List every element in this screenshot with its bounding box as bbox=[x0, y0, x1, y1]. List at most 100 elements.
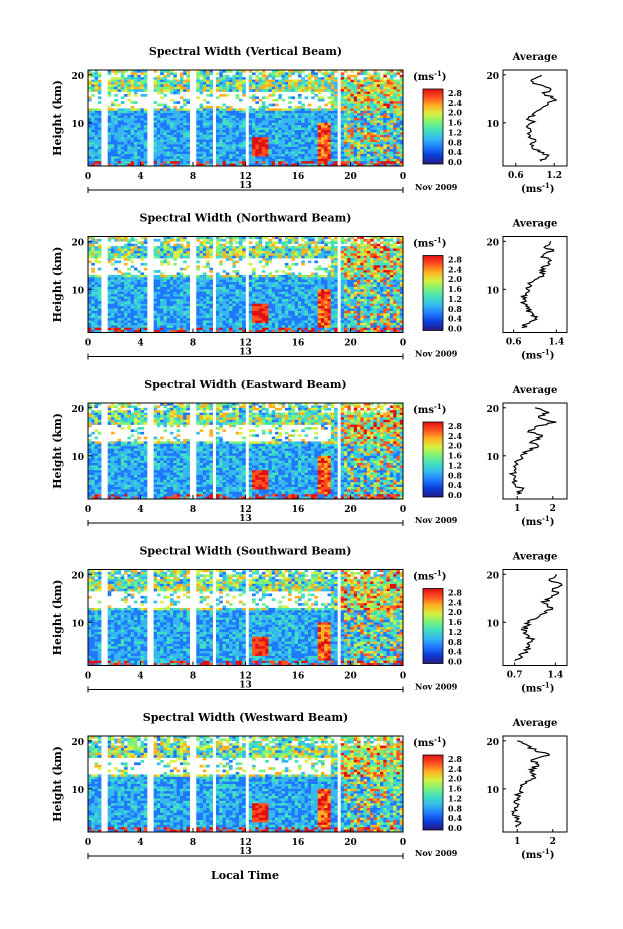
heatmap-cell bbox=[186, 279, 191, 283]
heatmap-cell bbox=[330, 163, 335, 167]
heatmap-cell bbox=[206, 74, 210, 78]
heatmap-cell bbox=[242, 122, 246, 126]
heatmap-cell bbox=[265, 318, 269, 321]
heatmap-cell bbox=[170, 284, 174, 288]
heatmap-cell bbox=[304, 120, 309, 124]
heatmap-cell bbox=[268, 94, 273, 97]
heatmap-cell bbox=[278, 322, 282, 326]
heatmap-cell bbox=[160, 144, 164, 148]
heatmap-cell bbox=[130, 322, 135, 326]
heatmap-cell bbox=[110, 101, 115, 104]
heatmap-cell bbox=[340, 142, 345, 145]
heatmap-cell bbox=[298, 274, 302, 278]
heatmap-cell bbox=[140, 113, 145, 116]
heatmap-cell bbox=[363, 134, 368, 138]
heatmap-cell bbox=[232, 79, 236, 83]
heatmap-cell bbox=[242, 246, 246, 249]
heatmap-cell bbox=[396, 158, 401, 162]
heatmap-cell bbox=[268, 277, 273, 280]
heatmap-cell bbox=[140, 330, 145, 333]
heatmap-cell bbox=[363, 156, 368, 160]
heatmap-cell bbox=[383, 163, 387, 167]
heatmap-cell bbox=[88, 137, 92, 140]
heatmap-cell bbox=[373, 84, 378, 88]
heatmap-cell bbox=[330, 94, 335, 97]
heatmap-cell bbox=[222, 286, 227, 290]
heatmap-cell bbox=[340, 103, 345, 107]
heatmap-cell bbox=[298, 106, 302, 109]
heatmap-cell bbox=[248, 149, 253, 152]
heatmap-cell bbox=[288, 315, 292, 319]
heatmap-cell bbox=[215, 322, 220, 326]
heatmap-cell bbox=[275, 330, 279, 333]
heatmap-cell bbox=[238, 118, 243, 121]
heatmap-cell bbox=[225, 161, 230, 164]
heatmap-cell bbox=[186, 320, 191, 324]
heatmap-cell bbox=[386, 127, 391, 131]
heatmap-cell bbox=[219, 115, 223, 119]
heatmap-cell bbox=[137, 327, 141, 331]
heatmap-cell bbox=[88, 72, 92, 76]
heatmap-cell bbox=[301, 250, 305, 254]
heatmap-cell bbox=[373, 110, 378, 114]
heatmap-cell bbox=[206, 327, 210, 331]
heatmap-cell bbox=[281, 127, 286, 131]
heatmap-cell bbox=[206, 110, 210, 114]
heatmap-cell bbox=[311, 74, 315, 78]
heatmap-cell bbox=[265, 120, 269, 124]
heatmap-cell bbox=[176, 91, 181, 95]
heatmap-cell bbox=[294, 327, 299, 331]
x-tick-label: 12 bbox=[239, 172, 252, 182]
heatmap-cell bbox=[248, 236, 253, 240]
heatmap-cell bbox=[288, 161, 292, 164]
heatmap-cell bbox=[202, 125, 207, 128]
heatmap bbox=[88, 236, 404, 333]
heatmap-cell bbox=[275, 137, 279, 140]
heatmap-cell bbox=[370, 113, 374, 116]
heatmap-cell bbox=[380, 132, 384, 136]
heatmap-cell bbox=[202, 308, 207, 312]
heatmap-cell bbox=[350, 120, 355, 124]
heatmap-cell bbox=[271, 248, 276, 252]
heatmap-cell bbox=[235, 291, 240, 295]
heatmap-cell bbox=[215, 282, 220, 285]
heatmap-cell bbox=[242, 238, 246, 242]
heatmap-cell bbox=[110, 79, 115, 83]
heatmap-cell bbox=[373, 151, 378, 155]
heatmap-cell bbox=[110, 132, 115, 136]
heatmap-cell bbox=[170, 98, 174, 102]
heatmap-cell bbox=[373, 74, 378, 78]
heatmap-cell bbox=[88, 96, 92, 100]
heatmap-cell bbox=[343, 70, 348, 73]
heatmap-cell bbox=[386, 70, 391, 73]
heatmap-cell bbox=[173, 110, 177, 114]
heatmap-cell bbox=[275, 306, 279, 309]
heatmap-cell bbox=[301, 260, 305, 264]
heatmap-cell bbox=[330, 122, 335, 126]
heatmap-cell bbox=[176, 158, 181, 162]
heatmap-cell bbox=[127, 144, 131, 148]
heatmap-cell bbox=[130, 161, 135, 164]
heatmap-cell bbox=[107, 303, 112, 307]
heatmap-cell bbox=[373, 101, 378, 104]
heatmap-cell bbox=[94, 122, 99, 126]
heatmap-cell bbox=[278, 82, 282, 85]
heatmap-cell bbox=[196, 308, 200, 312]
heatmap-cell bbox=[160, 158, 164, 162]
heatmap-cell bbox=[301, 248, 305, 252]
heatmap-cell bbox=[153, 255, 158, 259]
heatmap-cell bbox=[133, 320, 138, 324]
heatmap-cell bbox=[399, 149, 404, 152]
heatmap-cell bbox=[196, 301, 200, 304]
heatmap-cell bbox=[320, 79, 325, 83]
heatmap-cell bbox=[288, 108, 292, 112]
heatmap-cell bbox=[196, 322, 200, 326]
heatmap-cell bbox=[393, 82, 397, 85]
heatmap-cell bbox=[373, 86, 378, 90]
heatmap-cell bbox=[153, 274, 158, 278]
heatmap-cell bbox=[268, 313, 273, 316]
heatmap-cell bbox=[173, 294, 177, 297]
heatmap-cell bbox=[91, 94, 95, 97]
heatmap-cell bbox=[202, 118, 207, 121]
heatmap-cell bbox=[143, 79, 148, 83]
